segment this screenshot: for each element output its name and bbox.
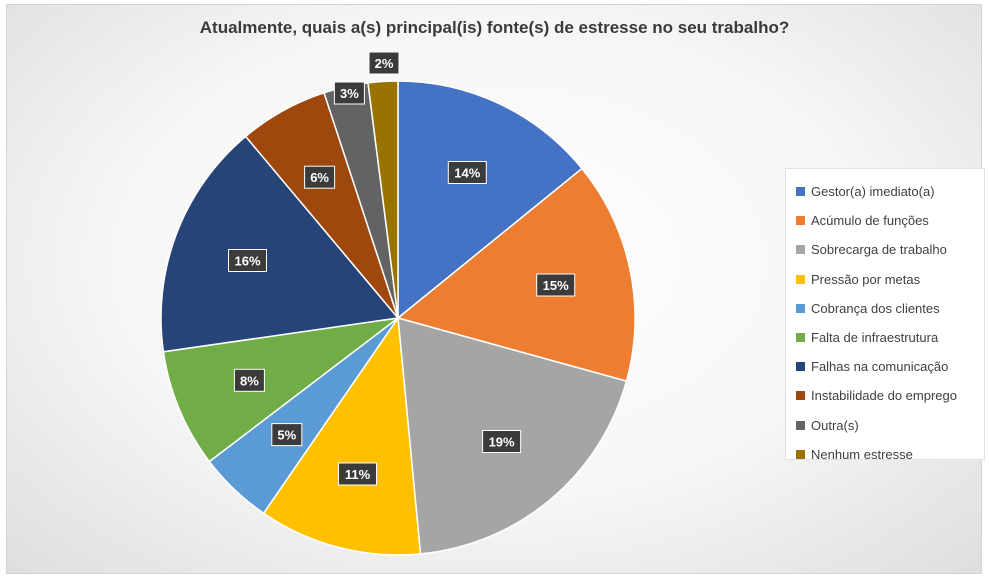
pie-slice-3	[262, 315, 422, 556]
data-label-3: 11%	[338, 462, 377, 486]
legend-label: Sobrecarga de trabalho	[811, 242, 947, 258]
chart-title: Atualmente, quais a(s) principal(is) fon…	[199, 18, 790, 37]
svg-text:8%: 8%	[240, 373, 259, 388]
data-label-4: 5%	[271, 423, 303, 447]
legend-item-9: Nenhum estresse	[786, 440, 984, 469]
legend-item-5: Falta de infraestrutura	[786, 323, 984, 352]
legend-swatch	[796, 391, 805, 401]
svg-text:16%: 16%	[234, 254, 260, 269]
legend-label: Falta de infraestrutura	[811, 330, 939, 346]
svg-text:11%: 11%	[345, 467, 371, 482]
legend: Gestor(a) imediato(a) Acúmulo de funções S…	[785, 168, 985, 462]
legend-item-8: Outra(s)	[786, 411, 984, 440]
data-label-9: 2%	[368, 51, 400, 75]
svg-text:2%: 2%	[375, 56, 394, 71]
data-label-0: 14%	[447, 161, 487, 184]
legend-label: Pressão por metas	[811, 271, 921, 287]
data-label-7: 6%	[304, 165, 336, 189]
legend-swatch	[796, 216, 805, 226]
legend-item-0: Gestor(a) imediato(a)	[786, 177, 984, 206]
legend-label: Nenhum estresse	[811, 446, 913, 462]
pie-slice-5	[162, 316, 401, 463]
pie-slice-6	[160, 135, 400, 353]
legend-item-4: Cobrança dos clientes	[786, 294, 984, 323]
legend-swatch	[796, 362, 805, 372]
legend-swatch	[796, 333, 805, 343]
legend-item-6: Falhas na comunicação	[786, 352, 984, 381]
legend-item-3: Pressão por metas	[786, 265, 984, 294]
legend-swatch	[796, 420, 805, 430]
legend-label: Gestor(a) imediato(a)	[811, 184, 935, 200]
pie-slice-0	[397, 80, 584, 320]
legend-label: Falhas na comunicação	[811, 359, 949, 375]
data-label-1: 15%	[536, 273, 576, 297]
legend-item-7: Instabilidade do emprego	[786, 381, 984, 410]
svg-text:15%: 15%	[543, 278, 569, 293]
legend-swatch	[796, 303, 805, 313]
legend-label: Outra(s)	[811, 417, 859, 433]
legend-swatch	[796, 274, 805, 284]
svg-text:14%: 14%	[454, 166, 480, 181]
svg-text:6%: 6%	[310, 170, 329, 185]
data-label-2: 19%	[482, 430, 522, 453]
legend-swatch	[796, 449, 805, 459]
data-label-5: 8%	[233, 368, 265, 392]
legend-swatch	[796, 245, 805, 255]
pie-slice-1	[396, 167, 636, 383]
legend-item-2: Sobrecarga de trabalho	[786, 235, 984, 264]
legend-label: Instabilidade do emprego	[811, 388, 957, 404]
legend-label: Acúmulo de funções	[811, 213, 929, 229]
data-label-8: 3%	[333, 81, 365, 105]
data-label-6: 16%	[228, 249, 267, 272]
svg-text:19%: 19%	[489, 435, 515, 450]
svg-text:3%: 3%	[340, 86, 359, 101]
svg-text:5%: 5%	[277, 428, 296, 443]
legend-label: Cobrança dos clientes	[811, 300, 940, 316]
legend-item-1: Acúmulo de funções	[786, 206, 984, 235]
legend-swatch	[796, 187, 805, 197]
pie-slice-9	[367, 80, 399, 319]
